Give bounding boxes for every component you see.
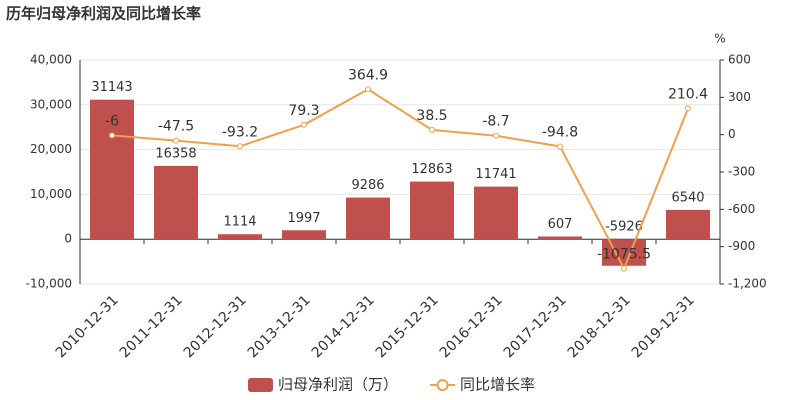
- bar: [602, 239, 646, 266]
- x-tick-label: 2010-12-31: [53, 292, 122, 361]
- line-value-label: 210.4: [668, 86, 708, 102]
- y-tick-label: 10,000: [30, 187, 72, 201]
- bar-value-label: 31143: [91, 80, 132, 95]
- chart-title: 历年归母净利润及同比增长率: [6, 5, 201, 23]
- line-value-label: -47.5: [158, 119, 194, 135]
- line-point: [493, 132, 499, 139]
- x-tick-label: 2013-12-31: [245, 292, 314, 361]
- y2-tick-label: 300: [728, 90, 751, 104]
- y2-tick-label: -900: [728, 239, 755, 253]
- bar: [154, 165, 198, 240]
- bar: [90, 99, 134, 240]
- line-value-label: 38.5: [416, 108, 447, 124]
- legend-swatch: [248, 378, 273, 392]
- y-tick-label: 40,000: [30, 53, 72, 67]
- line-point: [557, 143, 563, 150]
- y-tick-label: 30,000: [30, 97, 72, 111]
- line-value-label: 364.9: [348, 67, 388, 83]
- line-value-label: -6: [105, 113, 119, 129]
- y2-tick-label: 0: [728, 127, 736, 141]
- line-point: [301, 121, 307, 128]
- x-tick-label: 2014-12-31: [309, 292, 378, 361]
- y2-axis-label: %: [714, 32, 725, 46]
- line-point: [173, 137, 179, 144]
- y2-tick-label: 600: [728, 53, 751, 67]
- y2-tick-label: -300: [728, 165, 755, 179]
- x-tick-label: 2018-12-31: [565, 292, 634, 361]
- line-value-label: -8.7: [482, 114, 509, 130]
- line-point: [365, 86, 371, 93]
- line-value-label: 79.3: [288, 103, 319, 119]
- bar-value-label: 607: [548, 217, 573, 232]
- x-tick-label: 2019-12-31: [629, 292, 698, 361]
- x-tick-label: 2017-12-31: [501, 292, 570, 361]
- line-point: [429, 126, 435, 133]
- legend-label: 同比增长率: [460, 376, 535, 394]
- line-value-label: -94.8: [542, 124, 578, 140]
- bar-value-label: 11741: [475, 167, 516, 182]
- bar-value-label: 9286: [351, 178, 384, 193]
- y2-tick-label: -600: [728, 202, 755, 216]
- y-tick-label: 0: [64, 232, 72, 246]
- line-value-label: -93.2: [222, 124, 258, 140]
- bar: [218, 234, 262, 240]
- x-tick-label: 2012-12-31: [181, 292, 250, 361]
- line-value-label: -1075.5: [597, 247, 651, 263]
- legend-label: 归母净利润（万）: [278, 376, 398, 394]
- line-point: [685, 105, 691, 112]
- line-point: [621, 265, 627, 272]
- line-point: [237, 143, 243, 150]
- bar-value-label: 6540: [671, 190, 704, 205]
- bar: [474, 186, 518, 240]
- bar: [410, 181, 454, 240]
- bar-value-label: -5926: [605, 220, 643, 235]
- bar: [282, 230, 326, 240]
- bar: [538, 236, 582, 240]
- x-tick-label: 2011-12-31: [117, 292, 186, 361]
- bar-value-label: 16358: [155, 146, 196, 161]
- y2-tick-label: -1,200: [728, 277, 767, 291]
- bar: [666, 209, 710, 240]
- x-tick-label: 2015-12-31: [373, 292, 442, 361]
- y-tick-label: 20,000: [30, 142, 72, 156]
- legend-swatch-dot: [436, 379, 449, 391]
- bar-value-label: 1114: [223, 215, 256, 230]
- bar: [346, 197, 390, 240]
- y-tick-label: -10,000: [26, 277, 72, 291]
- x-tick-label: 2016-12-31: [437, 292, 506, 361]
- bar-value-label: 1997: [287, 211, 320, 226]
- bar-value-label: 12863: [411, 162, 452, 177]
- line-point: [109, 132, 115, 139]
- line: [111, 88, 689, 271]
